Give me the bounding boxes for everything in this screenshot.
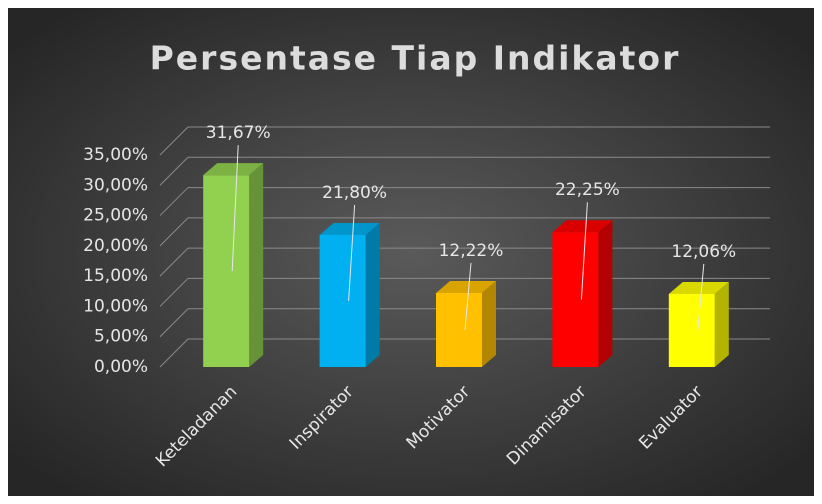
value-label: 12,06% <box>671 242 736 262</box>
bar <box>552 232 599 367</box>
grid-line-side <box>159 278 189 307</box>
value-label: 31,67% <box>206 123 271 143</box>
y-tick-label: 35,00% <box>83 145 148 165</box>
bar <box>203 175 250 367</box>
grid-line-side <box>159 156 189 186</box>
y-tick-label: 5,00% <box>94 327 148 347</box>
leader-line <box>464 262 472 331</box>
y-tick-label: 0,00% <box>94 357 148 377</box>
y-tick-label: 10,00% <box>83 296 148 316</box>
grid-line-side <box>159 247 189 277</box>
bar-side <box>598 220 613 367</box>
bar-top <box>203 163 264 176</box>
grid-line-side <box>159 187 189 216</box>
leader-line <box>580 202 588 300</box>
y-tick-label: 30,00% <box>83 175 148 195</box>
y-tick-label: 15,00% <box>83 266 148 286</box>
bar-top <box>668 281 729 294</box>
bar <box>319 234 366 367</box>
bar <box>668 293 715 367</box>
y-tick-label: 25,00% <box>83 206 148 226</box>
bar-side <box>714 281 729 367</box>
bar-top <box>552 220 613 233</box>
value-label: 21,80% <box>322 183 387 203</box>
bar-top <box>319 222 380 235</box>
grid-line-side <box>159 338 189 368</box>
bar <box>436 292 482 367</box>
grid-line-side <box>159 308 189 338</box>
leader-line <box>348 204 356 302</box>
value-label: 12,22% <box>439 241 504 261</box>
chart-background <box>8 8 814 496</box>
y-tick-label: 20,00% <box>83 236 148 256</box>
leader-line <box>231 145 239 272</box>
chart-title: Persentase Tiap Indikator <box>150 39 681 78</box>
grid-line-side <box>159 217 189 247</box>
bar-side <box>365 222 380 367</box>
value-label: 22,25% <box>555 180 620 200</box>
bar-top <box>436 280 496 293</box>
bar-side <box>249 163 264 367</box>
grid-line-side <box>159 126 189 156</box>
leader-line <box>697 263 705 331</box>
bar-side <box>482 280 496 367</box>
